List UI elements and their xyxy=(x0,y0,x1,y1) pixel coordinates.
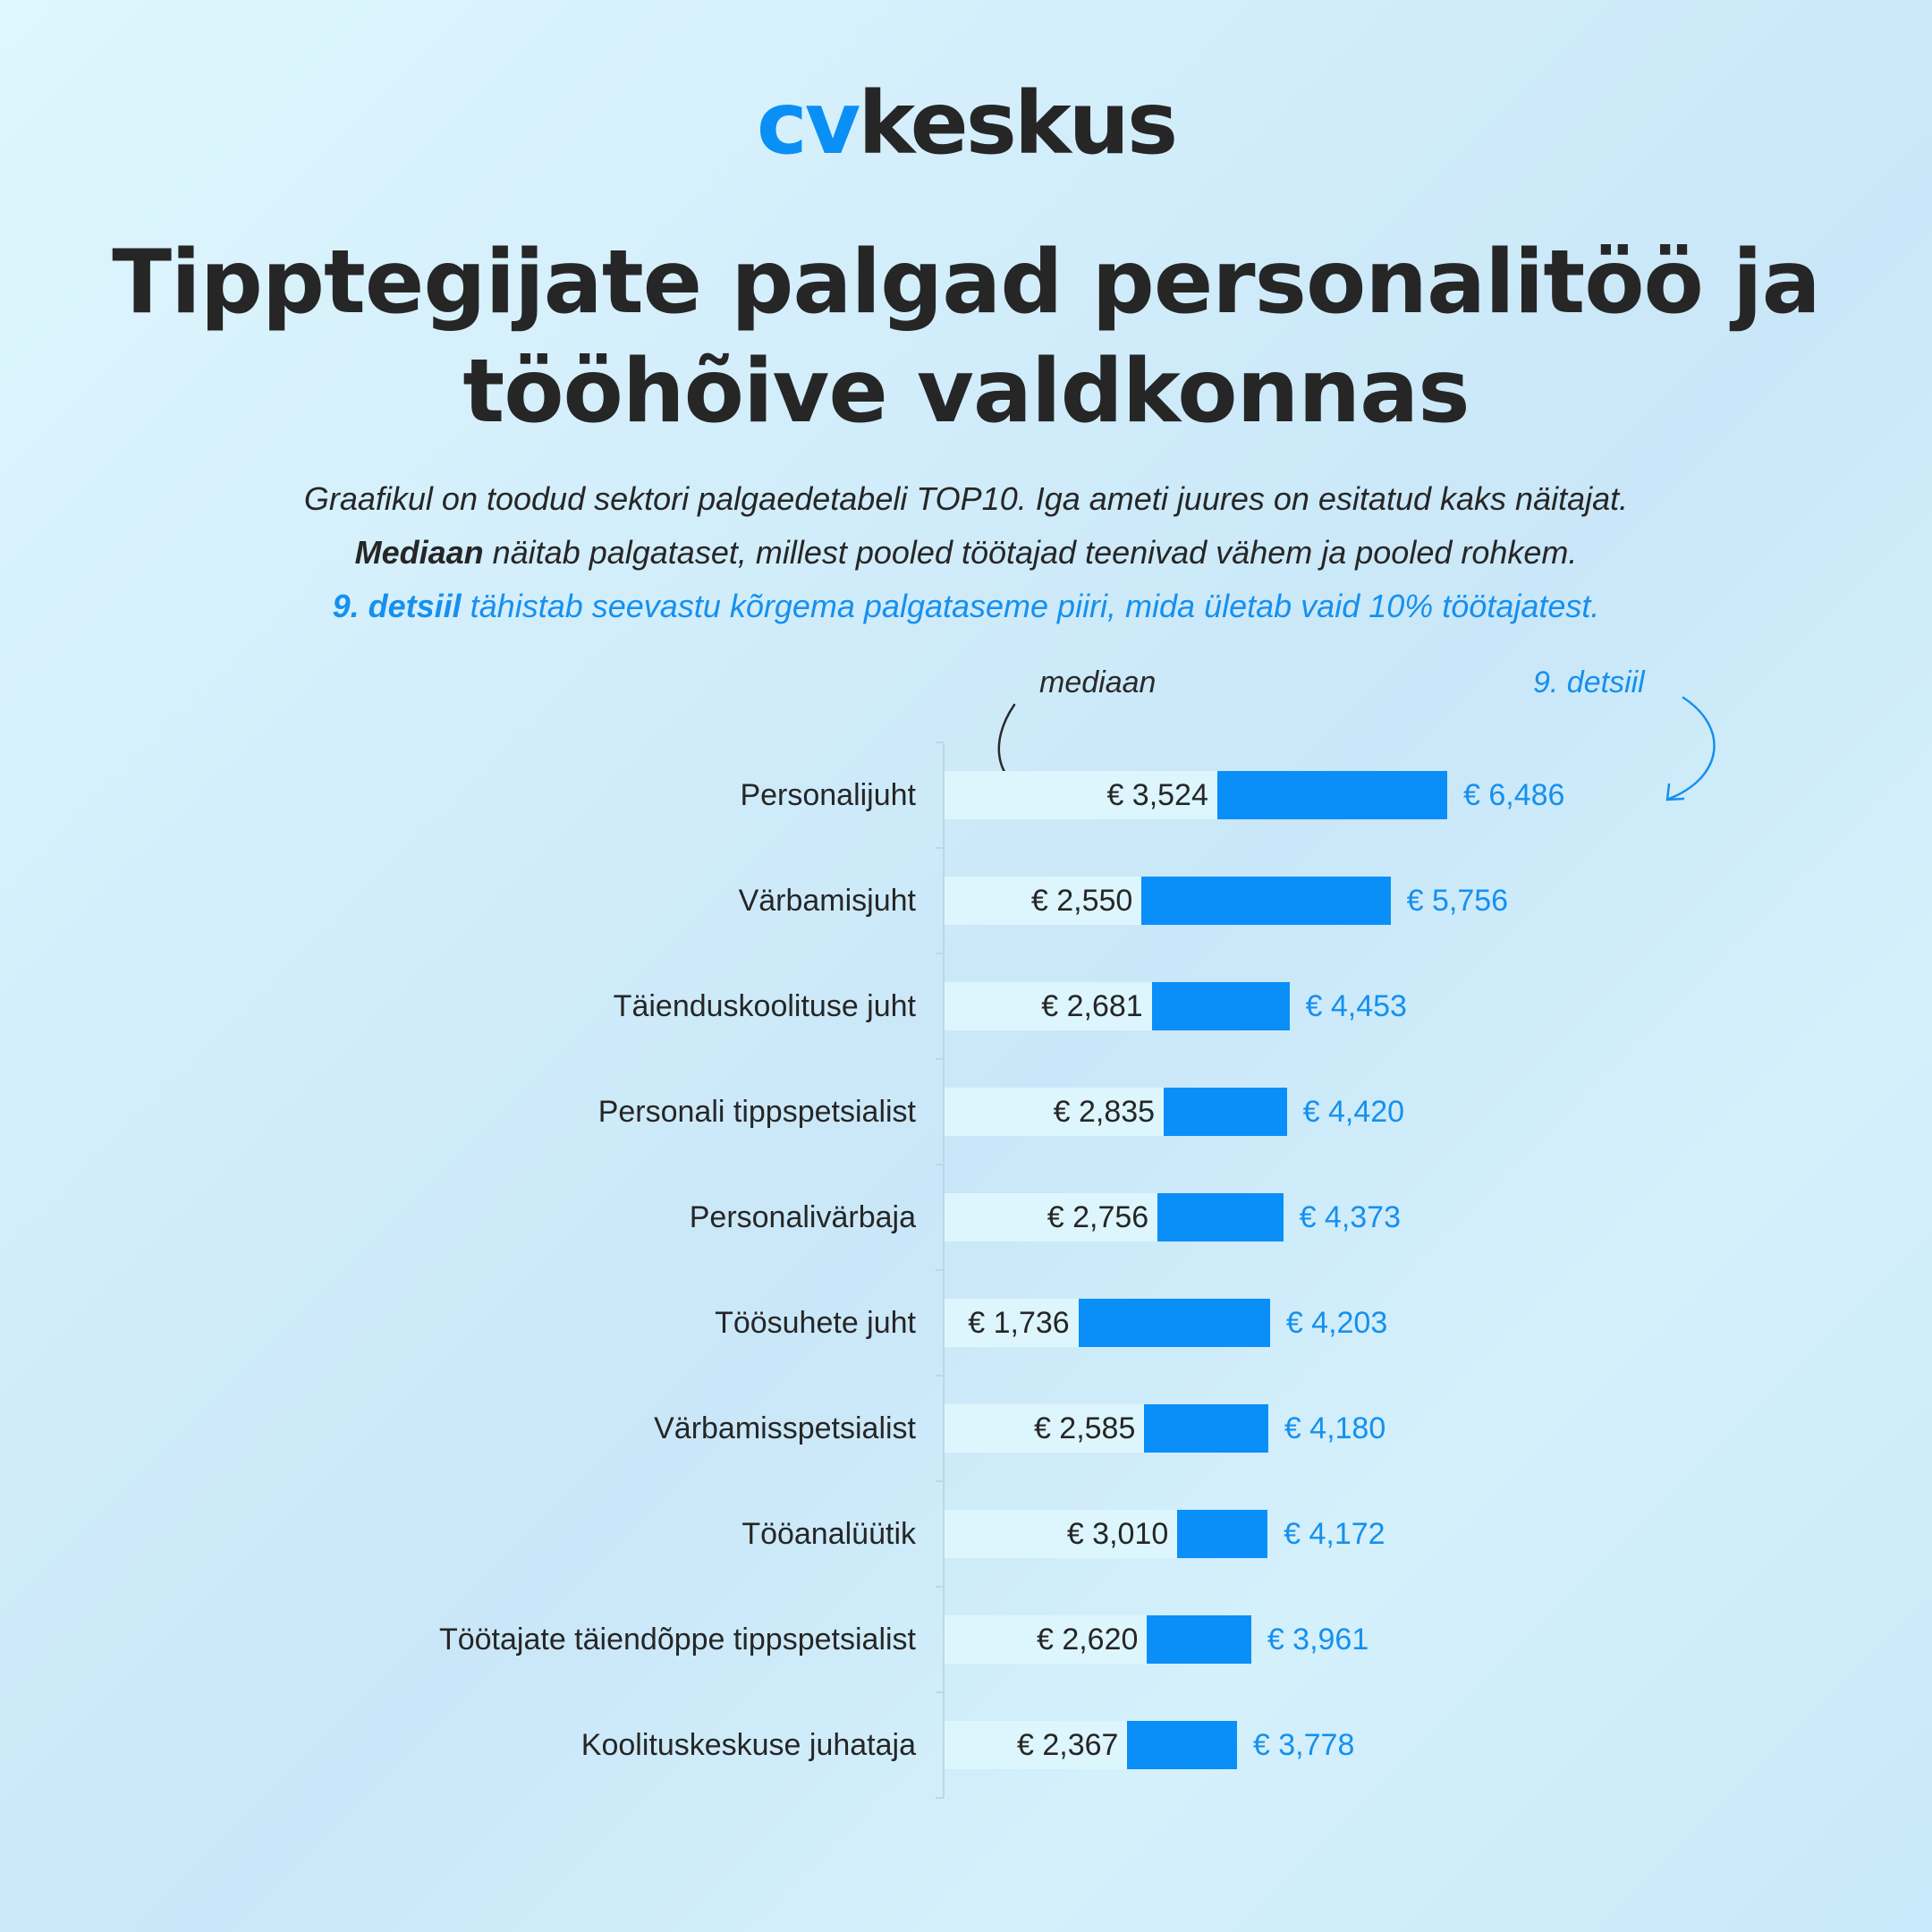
median-band xyxy=(945,771,1217,819)
job-title-label: Personali tippspetsialist xyxy=(597,1095,916,1129)
decile-value: € 5,756 xyxy=(1406,884,1509,918)
job-title-label: Tööanalüütik xyxy=(741,1517,916,1551)
logo-keskus: keskus xyxy=(858,73,1178,174)
decile-definition: tähistab seevastu kõrgema palgataseme pi… xyxy=(461,588,1600,624)
description-line-2: Mediaan näitab palgataset, millest poole… xyxy=(0,526,1932,580)
decile-bar xyxy=(1078,1299,1270,1347)
title-line-2: tööhõive valdkonnas xyxy=(462,341,1470,443)
median-value: € 2,585 xyxy=(1033,1411,1136,1445)
decile-value: € 3,961 xyxy=(1267,1623,1369,1657)
median-band xyxy=(945,1721,1128,1769)
axis-tick xyxy=(936,1691,944,1693)
decile-bar xyxy=(1147,1615,1251,1664)
decile-bar xyxy=(1144,1404,1268,1453)
axis-tick xyxy=(936,741,944,743)
description-line-1: Graafikul on toodud sektori palgaedetabe… xyxy=(303,480,1629,517)
decile-value: € 6,486 xyxy=(1462,778,1565,812)
cvkeskus-logo: cvkeskus xyxy=(0,79,1932,168)
median-band xyxy=(945,1615,1148,1664)
median-value: € 3,010 xyxy=(1066,1517,1169,1551)
median-definition: näitab palgataset, millest pooled töötaj… xyxy=(483,534,1578,571)
median-value: € 2,620 xyxy=(1036,1623,1139,1657)
decile-value: € 4,172 xyxy=(1284,1517,1385,1551)
decile-bar xyxy=(1141,877,1391,925)
axis-tick xyxy=(936,1269,944,1271)
decile-term: 9. detsiil xyxy=(332,588,462,624)
median-value: € 2,681 xyxy=(1041,989,1143,1023)
median-band xyxy=(945,1299,1079,1347)
decile-bar xyxy=(1127,1721,1237,1769)
chart-row: Värbamisjuht € 2,550 € 5,756 xyxy=(0,877,1932,925)
median-band xyxy=(945,982,1152,1030)
decile-bar xyxy=(1216,771,1447,819)
decile-bar xyxy=(1177,1510,1268,1558)
chart-row: Personalijuht € 3,524 € 6,486 xyxy=(0,771,1932,819)
description-line-3: 9. detsiil tähistab seevastu kõrgema pal… xyxy=(0,580,1932,633)
axis-tick xyxy=(936,847,944,849)
axis-tick xyxy=(936,1797,944,1799)
chart-row: Koolituskeskuse juhataja € 2,367 € 3,778 xyxy=(0,1721,1932,1769)
chart-row: Töötajate täiendõppe tippspetsialist € 2,… xyxy=(0,1615,1932,1664)
job-title-label: Töötajate täiendõppe tippspetsialist xyxy=(438,1623,916,1657)
y-axis-line xyxy=(943,742,945,1798)
axis-tick xyxy=(936,1480,944,1482)
median-value: € 2,756 xyxy=(1046,1200,1149,1234)
decile-value: € 4,180 xyxy=(1284,1411,1386,1445)
decile-bar xyxy=(1157,1193,1284,1241)
median-term: Mediaan xyxy=(354,534,484,571)
axis-tick xyxy=(936,1164,944,1165)
median-band xyxy=(945,1404,1145,1453)
chart-row: Täienduskoolituse juht € 2,681 € 4,453 xyxy=(0,982,1932,1030)
chart-row: Personali tippspetsialist € 2,835 € 4,420 xyxy=(0,1088,1932,1136)
median-band xyxy=(945,1510,1178,1558)
job-title-label: Täienduskoolituse juht xyxy=(613,989,916,1023)
median-band xyxy=(945,877,1142,925)
job-title-label: Värbamisspetsialist xyxy=(654,1411,916,1445)
median-value: € 3,524 xyxy=(1106,778,1208,812)
job-title-label: Koolituskeskuse juhataja xyxy=(580,1728,916,1762)
axis-tick xyxy=(936,1375,944,1377)
chart-row: Töösuhete juht € 1,736 € 4,203 xyxy=(0,1299,1932,1347)
median-value: € 2,367 xyxy=(1017,1728,1119,1762)
logo-cv: cv xyxy=(756,73,860,174)
median-value: € 1,736 xyxy=(968,1306,1070,1340)
job-title-label: Personalijuht xyxy=(740,778,916,812)
chart-description: Graafikul on toodud sektori palgaedetabe… xyxy=(0,472,1932,633)
job-title-label: Personalivärbaja xyxy=(689,1200,916,1234)
decile-annotation: 9. detsiil xyxy=(1533,665,1645,699)
median-band xyxy=(945,1088,1165,1136)
decile-value: € 4,203 xyxy=(1285,1306,1388,1340)
chart-row: Personalivärbaja € 2,756 € 4,373 xyxy=(0,1193,1932,1241)
decile-bar xyxy=(1164,1088,1287,1136)
decile-value: € 3,778 xyxy=(1252,1728,1355,1762)
job-title-label: Värbamisjuht xyxy=(738,884,916,918)
median-value: € 2,835 xyxy=(1053,1095,1156,1129)
page-title: Tipptegijate palgad personalitöö ja tööh… xyxy=(0,228,1932,446)
decile-value: € 4,373 xyxy=(1299,1200,1402,1234)
title-line-1: Tipptegijate palgad personalitöö ja xyxy=(112,232,1820,334)
chart-row: Värbamisspetsialist € 2,585 € 4,180 xyxy=(0,1404,1932,1453)
decile-value: € 4,453 xyxy=(1305,989,1407,1023)
axis-tick xyxy=(936,1058,944,1060)
chart-row: Tööanalüütik € 3,010 € 4,172 xyxy=(0,1510,1932,1558)
axis-tick xyxy=(936,953,944,954)
decile-bar xyxy=(1151,982,1290,1030)
axis-tick xyxy=(936,1586,944,1588)
median-value: € 2,550 xyxy=(1030,884,1133,918)
decile-value: € 4,420 xyxy=(1302,1095,1405,1129)
median-band xyxy=(945,1193,1158,1241)
job-title-label: Töösuhete juht xyxy=(715,1306,916,1340)
median-annotation: mediaan xyxy=(1039,665,1157,699)
